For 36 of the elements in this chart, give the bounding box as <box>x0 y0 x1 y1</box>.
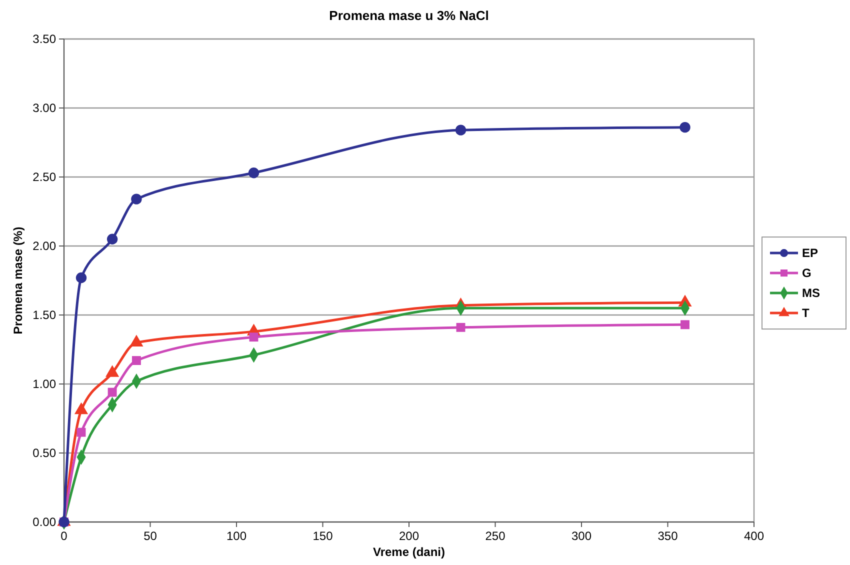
point <box>76 272 87 284</box>
y-tick-label: 1.00 <box>32 377 56 392</box>
x-tick-label: 50 <box>144 529 158 543</box>
chart-title: Promena mase u 3% NaCl <box>329 8 489 23</box>
legend-label: T <box>802 306 810 320</box>
x-axis-title: Vreme (dani) <box>372 545 446 559</box>
y-tick-label: 2.50 <box>32 170 56 184</box>
point <box>249 332 258 342</box>
x-tick-label: 200 <box>398 529 420 543</box>
point <box>248 168 260 178</box>
point <box>455 124 466 136</box>
y-tick-label: 2.00 <box>32 239 56 254</box>
x-tick-label: 400 <box>744 529 764 543</box>
y-tick-label: 1.50 <box>32 308 56 322</box>
point <box>106 234 118 244</box>
point <box>108 388 117 397</box>
y-tick-label: 3.00 <box>32 101 56 116</box>
x-tick-label: 100 <box>226 529 247 543</box>
x-tick-label: 350 <box>658 529 678 543</box>
x-tick-label: 0 <box>60 529 68 543</box>
point <box>680 320 690 330</box>
point <box>131 194 142 204</box>
y-axis-title: Promena mase (%) <box>11 226 25 334</box>
x-tick-label: 150 <box>312 529 334 543</box>
point <box>132 356 141 366</box>
point <box>76 428 86 437</box>
legend-label: G <box>802 266 812 280</box>
y-tick-label: 0.50 <box>32 446 56 460</box>
y-tick-label: 3.50 <box>32 32 56 46</box>
point <box>456 322 466 332</box>
legend-label: MS <box>802 286 820 300</box>
legend-label: EP <box>802 246 818 260</box>
x-tick-label: 250 <box>485 529 506 543</box>
point <box>680 122 690 133</box>
x-tick-label: 300 <box>571 529 592 543</box>
y-tick-label: 0.00 <box>32 515 56 530</box>
